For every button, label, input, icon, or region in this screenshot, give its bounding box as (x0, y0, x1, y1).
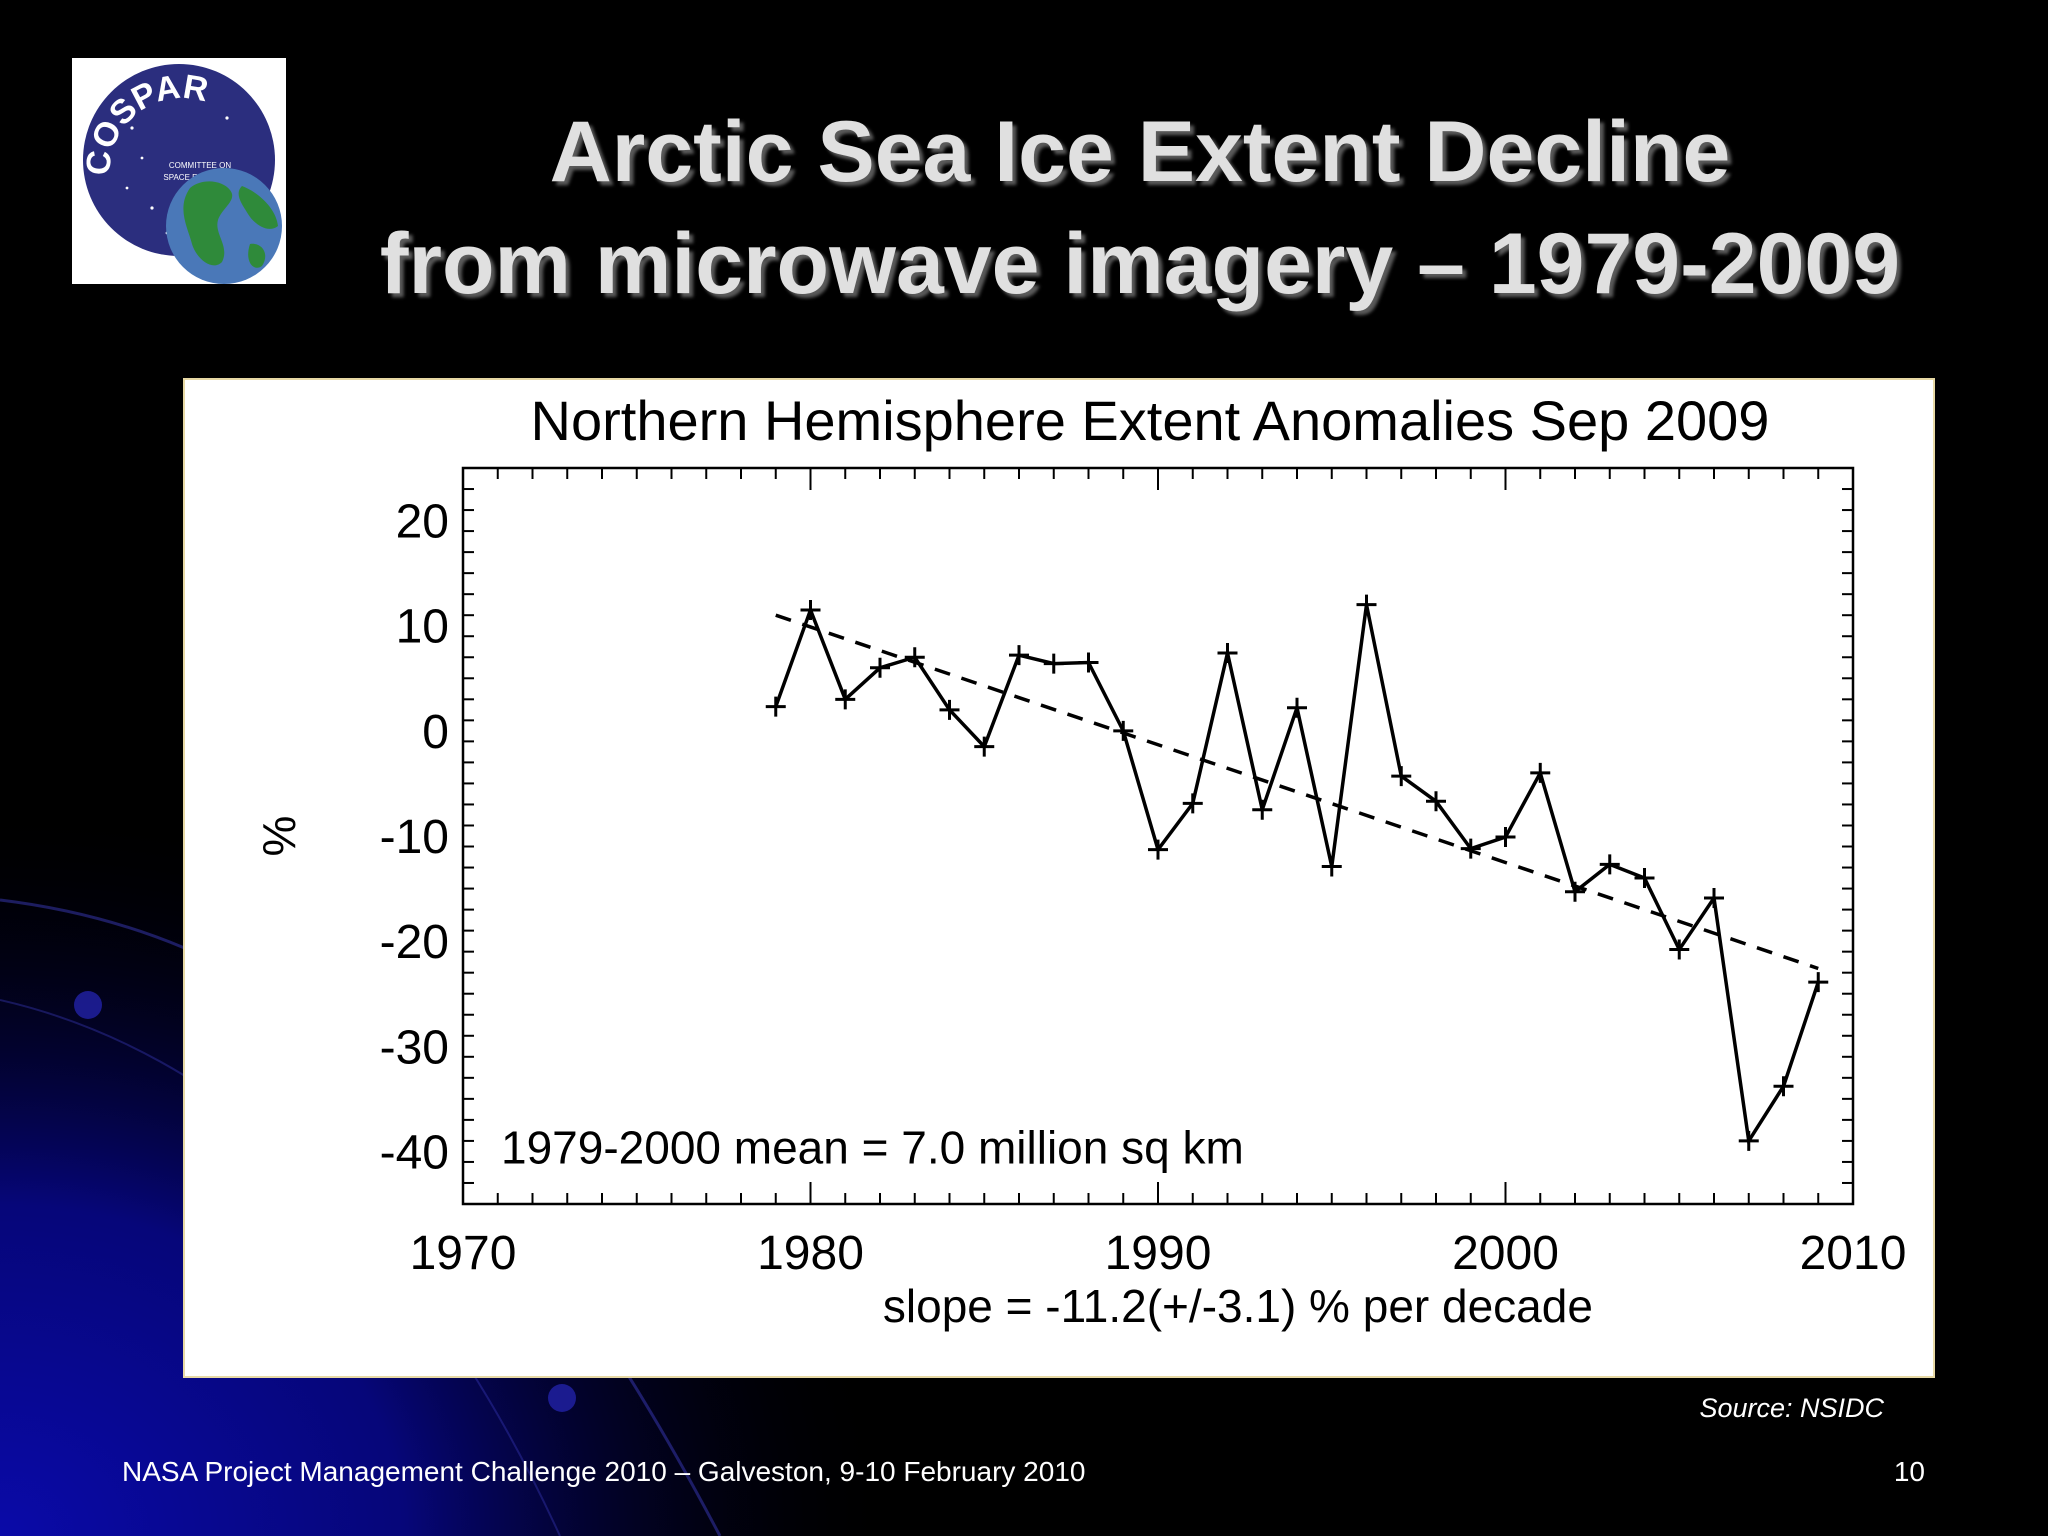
data-point (1565, 881, 1585, 902)
y-tick-label: -20 (380, 916, 449, 969)
data-point (1356, 594, 1377, 615)
y-tick-label: 10 (396, 601, 449, 654)
data-point (904, 647, 925, 668)
data-point (1530, 762, 1551, 783)
data-point (800, 599, 821, 620)
data-point (1634, 868, 1655, 889)
cospar-logo: COSPAR COMMITTEE ON SPACE RESEARCH (72, 58, 286, 284)
globe-icon (166, 168, 282, 284)
y-tick-label: -40 (380, 1126, 449, 1179)
x-tick-label: 1990 (1105, 1227, 1212, 1280)
data-point (974, 736, 995, 757)
chart-title: Northern Hemisphere Extent Anomalies Sep… (531, 389, 1770, 452)
data-point (1078, 652, 1099, 673)
chart-panel: Northern Hemisphere Extent Anomalies Sep… (183, 378, 1935, 1378)
data-point (1669, 939, 1690, 960)
y-tick-label: 0 (422, 706, 449, 759)
data-point (1460, 838, 1481, 859)
data-point (870, 657, 890, 678)
data-point (1808, 972, 1829, 993)
footer-text: NASA Project Management Challenge 2010 –… (122, 1456, 1086, 1487)
x-tick-label: 2010 (1800, 1227, 1907, 1280)
y-tick-label: -30 (380, 1021, 449, 1074)
data-point (1043, 653, 1064, 674)
logo-line-1: COMMITTEE ON (169, 161, 231, 170)
trend-line (775, 613, 1819, 971)
data-point (1738, 1130, 1759, 1151)
data-point (1217, 643, 1238, 664)
slide-title-line-2: from microwave imagery – 1979-2009 (379, 216, 1901, 312)
data-point (939, 699, 960, 720)
data-point (1773, 1076, 1794, 1097)
slide-title: Arctic Sea Ice Extent Decline from micro… (330, 96, 1950, 320)
slope-annotation: slope = -11.2(+/-3.1) % per decade (883, 1280, 1593, 1332)
x-tick-label: 1970 (410, 1227, 517, 1280)
slide-title-line-1: Arctic Sea Ice Extent Decline (549, 104, 1731, 200)
y-tick-label: -10 (380, 811, 449, 864)
data-point (1009, 645, 1029, 666)
x-tick-label: 1980 (757, 1227, 864, 1280)
data-point (1148, 839, 1168, 860)
data-point (1704, 888, 1724, 909)
data-point (1182, 793, 1203, 814)
x-tick-label: 2000 (1452, 1227, 1559, 1280)
source-note: Source: NSIDC (1699, 1393, 1884, 1423)
data-point (1495, 827, 1516, 848)
data-point (1391, 766, 1412, 787)
data-point (1321, 856, 1342, 877)
data-point (1599, 854, 1620, 875)
anomaly-chart: Northern Hemisphere Extent Anomalies Sep… (253, 389, 1907, 1332)
data-point (835, 689, 856, 710)
page-number: 10 (1893, 1456, 1925, 1487)
mean-annotation: 1979-2000 mean = 7.0 million sq km (501, 1121, 1244, 1173)
data-point (1287, 697, 1307, 718)
y-axis-label: % (253, 816, 305, 857)
series-line (774, 604, 1820, 1146)
data-point (1426, 791, 1446, 812)
y-tick-label: 20 (396, 496, 449, 549)
data-point (1252, 799, 1273, 820)
plot-frame (461, 466, 1855, 1206)
data-point (765, 696, 786, 717)
data-point (1113, 720, 1134, 741)
